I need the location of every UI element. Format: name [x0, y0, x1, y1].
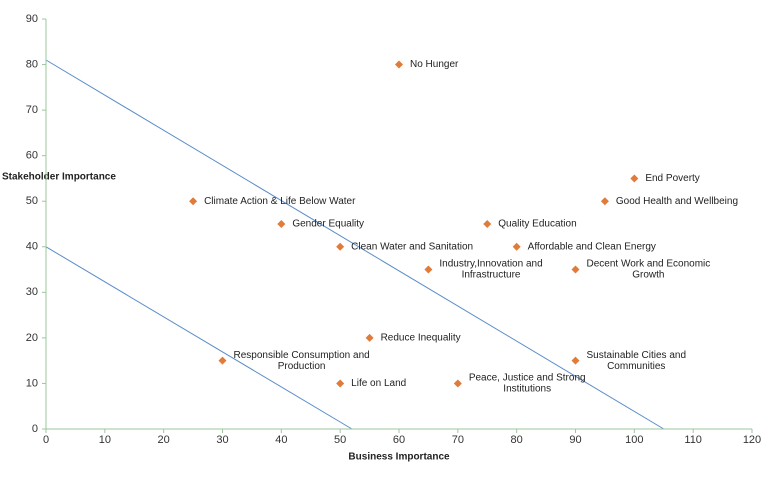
x-tick-label: 70 [452, 434, 464, 446]
point-label: No Hunger [410, 59, 459, 70]
point-label: Climate Action & Life Below Water [204, 196, 356, 207]
point [218, 356, 227, 365]
point [630, 174, 639, 183]
x-tick-label: 20 [158, 434, 170, 446]
reference-line [45, 246, 353, 430]
point [395, 60, 403, 69]
point-label: Peace, Justice and Strong [469, 373, 586, 384]
point-label: Production [278, 361, 326, 372]
y-tick-label: 70 [26, 104, 38, 116]
point [424, 265, 433, 274]
point [336, 242, 345, 251]
x-tick-label: 10 [99, 434, 111, 446]
x-axis-title: Business Importance [348, 452, 450, 463]
point [512, 242, 521, 251]
x-tick-label: 60 [393, 434, 405, 446]
x-tick-label: 40 [275, 434, 287, 446]
point-label: Affordable and Clean Energy [528, 241, 656, 252]
point-label: Communities [607, 361, 665, 372]
point-label: Infrastructure [462, 270, 521, 281]
point [189, 197, 198, 206]
y-tick-label: 50 [26, 195, 38, 207]
y-tick-label: 0 [32, 423, 38, 435]
point-label: Sustainable Cities and [587, 350, 687, 361]
point-label: Decent Work and Economic [587, 259, 711, 270]
point-label: Industry,Innovation and [439, 259, 542, 270]
point-label: Life on Land [351, 378, 406, 389]
point-label: Quality Education [498, 219, 576, 230]
reference-line [45, 59, 665, 430]
x-tick-label: 80 [511, 434, 523, 446]
y-tick-label: 30 [26, 286, 38, 298]
y-tick-label: 60 [26, 150, 38, 162]
x-tick-label: 100 [625, 434, 643, 446]
x-tick-label: 120 [743, 434, 761, 446]
point-label: Responsible Consumption and [234, 350, 370, 361]
y-tick-label: 40 [26, 241, 38, 253]
point [365, 333, 374, 342]
y-axis-title: Stakeholder Importance [2, 172, 116, 183]
point [483, 220, 492, 228]
point-label: Reduce Inequality [381, 333, 461, 344]
x-tick-label: 110 [684, 434, 702, 446]
x-tick-label: 90 [569, 434, 581, 446]
y-tick-label: 80 [26, 58, 38, 70]
x-tick-label: 50 [334, 434, 346, 446]
point-label: Gender Equality [292, 219, 364, 230]
point [453, 379, 462, 388]
point-label: Good Health and Wellbeing [616, 196, 738, 207]
point [571, 356, 580, 365]
y-tick-label: 20 [26, 332, 38, 344]
y-tick-label: 10 [26, 377, 38, 389]
point-label: Growth [632, 270, 664, 281]
x-tick-label: 30 [216, 434, 228, 446]
point [336, 379, 345, 388]
y-tick-label: 90 [26, 13, 38, 25]
point-label: Clean Water and Sanitation [351, 241, 473, 252]
point [571, 265, 580, 274]
point [600, 197, 609, 206]
point [277, 220, 286, 228]
point-label: Institutions [503, 384, 551, 395]
x-tick-label: 0 [43, 434, 49, 446]
point-label: End Poverty [645, 173, 699, 184]
